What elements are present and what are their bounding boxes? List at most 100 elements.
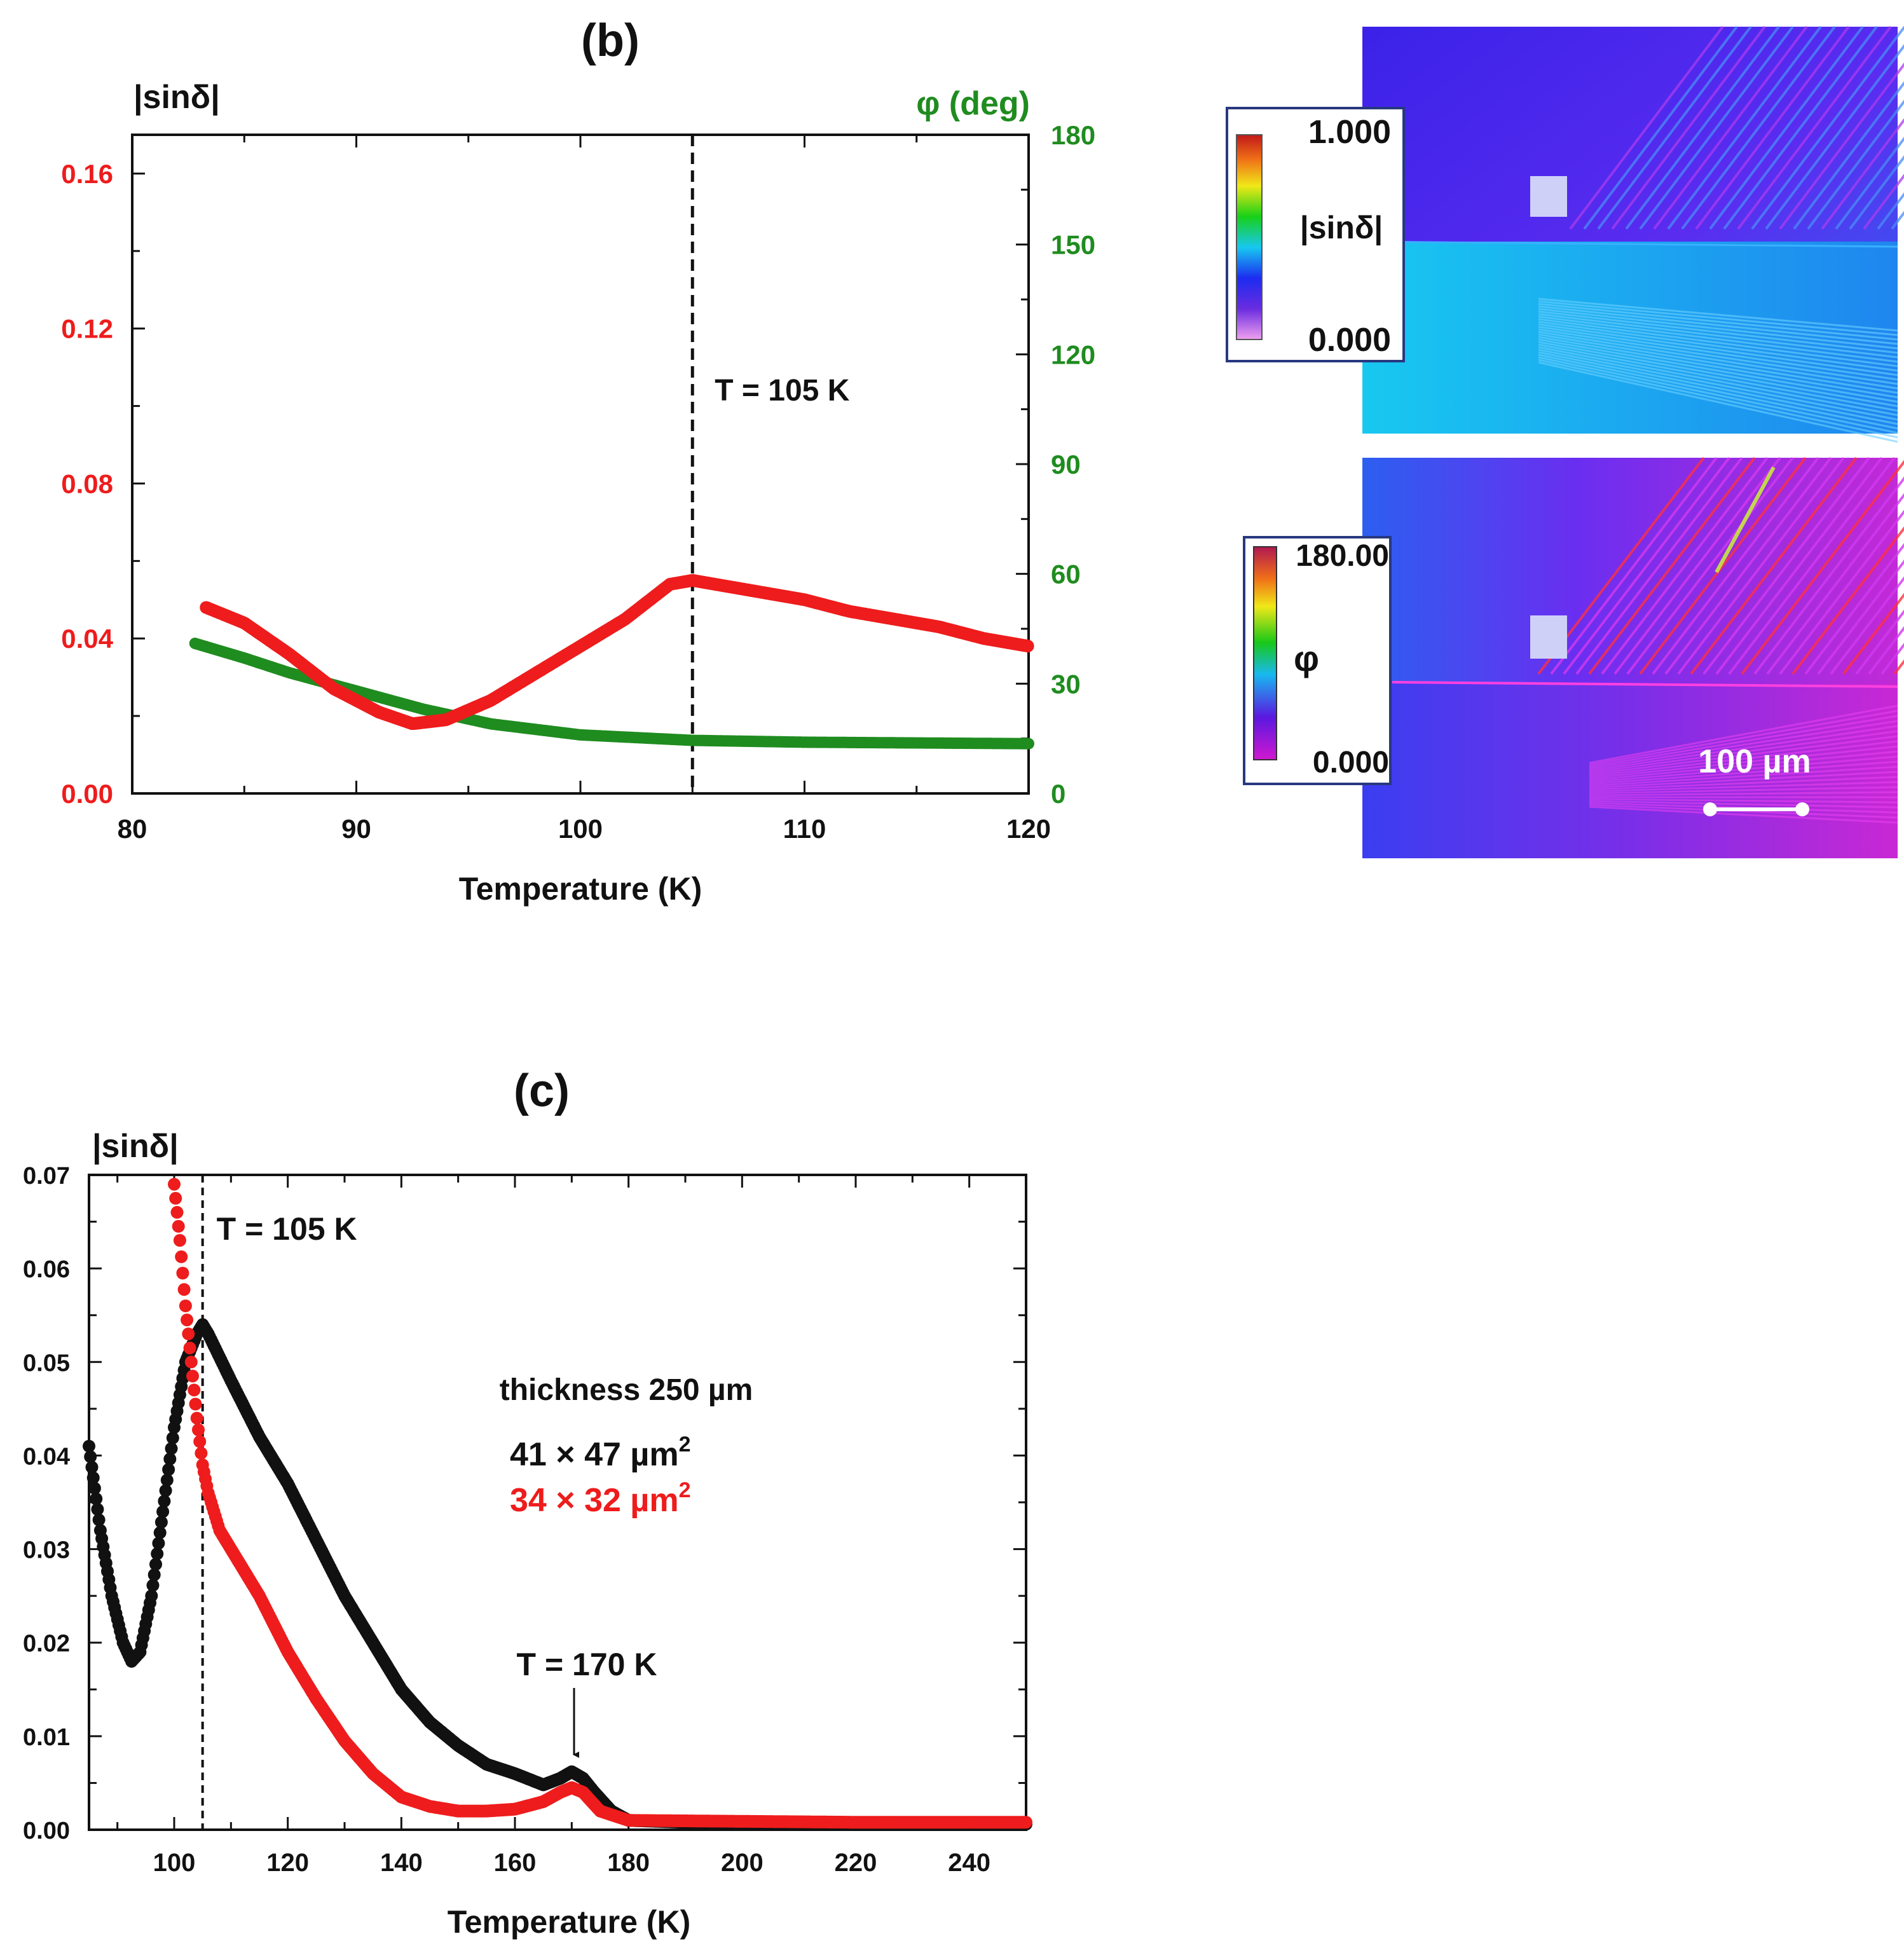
panel-c-red-point (189, 1397, 202, 1411)
panel-b-xtick-label: 110 (783, 814, 826, 844)
panel-c-ytick-label: 0.07 (23, 1163, 70, 1190)
sin-delta-map-stripes (1538, 25, 1904, 443)
sin-delta-map-stripe (1821, 118, 1904, 230)
panel-b-xtick-label: 100 (558, 814, 603, 844)
sin-delta-map-stripe (1709, 25, 1864, 230)
panel-c-xtick-label: 200 (721, 1849, 764, 1877)
sin-delta-map-roi-square (1530, 176, 1567, 217)
sin-delta-map-stripe (1667, 25, 1822, 230)
sin-delta-map-stripe (1538, 303, 1898, 341)
sin-delta-colorbar (1236, 134, 1263, 340)
sin-delta-map-stripe (1807, 99, 1904, 230)
sin-delta-map-stripe (1538, 361, 1898, 443)
phi-map-stripe (1779, 509, 1904, 675)
phi-map-stripe (1626, 456, 1794, 675)
panel-c-black-point (165, 1442, 178, 1455)
phi-map-stripe (1728, 456, 1896, 675)
panel-c-red-point (192, 1423, 205, 1436)
panel-c-black-point (152, 1537, 165, 1550)
sin-delta-map-stripe (1538, 348, 1898, 421)
phi-map-stripe (1804, 543, 1904, 675)
sin-delta-map-stripe (1653, 25, 1808, 230)
panel-c-legend-red-sup: 2 (679, 1478, 691, 1502)
phi-map-stripe (1589, 715, 1898, 768)
sin-delta-map-stripe (1538, 328, 1898, 385)
sin-delta-map-stripe (1611, 25, 1766, 230)
panel-b-ytick-right-label: 150 (1051, 230, 1095, 260)
panel-c-black-point (151, 1547, 164, 1560)
panel-c-black-point (156, 1505, 170, 1518)
panel-b-phi-point (1023, 737, 1034, 750)
panel-c-red-point (176, 1266, 189, 1280)
sin-delta-map-stripe (1863, 174, 1904, 230)
phi-map-stripe (1550, 456, 1718, 675)
sin-delta-map-stripe (1538, 308, 1898, 350)
phi-colorbar-min: 0.000 (1313, 746, 1389, 779)
phi-colorbar-label: φ (1294, 638, 1319, 678)
sin-delta-map-stripe (1538, 310, 1898, 354)
phi-map-stripe (1766, 493, 1904, 675)
sin-delta-map-stripe (1538, 323, 1898, 376)
panel-c-ytick-label: 0.01 (23, 1724, 70, 1751)
sin-delta-map-stripe (1737, 25, 1892, 230)
sin-delta-map-stripe (1538, 326, 1898, 381)
panel-b-label: (b) (581, 15, 640, 66)
panel-b-xlabel: Temperature (K) (459, 871, 702, 907)
scale-bar-right-end (1795, 802, 1809, 816)
panel-c-ytick-label: 0.02 (23, 1631, 70, 1657)
panel-b-ytick-right-label: 120 (1051, 340, 1095, 369)
phi-map-stripe (1791, 526, 1904, 675)
phi-map-stripes (1537, 456, 1904, 824)
panel-c-label: (c) (514, 1066, 570, 1116)
panel-c-ytick-label: 0.05 (23, 1350, 70, 1376)
panel-c-red-point (172, 1219, 185, 1233)
panel-b-ytick-left-label: 0.12 (61, 314, 113, 344)
panel-c-black-point (162, 1463, 175, 1476)
panel-c-black-point (159, 1484, 172, 1497)
sin-delta-map-stripe (1538, 313, 1898, 359)
panel-b-vline-label: T = 105 K (715, 374, 849, 408)
panel-c-xtick-label: 240 (948, 1849, 990, 1877)
panel-c-black-point (153, 1526, 167, 1539)
sin-delta-map-stripe (1779, 62, 1904, 230)
panel-b-ytick-right-label: 90 (1051, 449, 1081, 479)
phi-map: 180.00 φ 0.000 100 µm (1243, 456, 1904, 858)
sin-delta-map: 1.000 |sinδ| 0.000 (1226, 25, 1904, 443)
sin-delta-map-stripe (1597, 25, 1752, 230)
sin-delta-map-stripe (1538, 343, 1898, 412)
panel-c-series (83, 1177, 1032, 1831)
panel-c-black-point (88, 1481, 101, 1495)
sin-delta-colorbar-max: 1.000 (1308, 114, 1391, 151)
sin-delta-colorbar-label: |sinδ| (1300, 210, 1383, 246)
panel-c-xtick-label: 180 (607, 1849, 650, 1877)
panel-c-red-point (168, 1177, 181, 1191)
panel-c-red-point (181, 1313, 194, 1327)
sin-delta-map-stripe (1538, 298, 1898, 332)
phi-map-stripe (1702, 456, 1870, 675)
panel-c-black-point (86, 1471, 100, 1485)
phi-map-stripe (1589, 765, 1898, 787)
panel-b-series (189, 573, 1034, 750)
panel-b-xtick-label: 80 (118, 814, 147, 844)
panel-c-black-point (92, 1513, 106, 1526)
sin-delta-map-stripe (1538, 305, 1898, 345)
panel-c-ytick-label: 0.06 (23, 1256, 70, 1283)
panel-c-black-point (147, 1568, 161, 1581)
sin-delta-map-stripe (1538, 346, 1898, 416)
panel-b-ytick-left-label: 0.00 (61, 779, 113, 809)
panel-c-red-point (170, 1205, 184, 1219)
panel-c-xlabel: Temperature (K) (448, 1904, 690, 1940)
phi-map-stripe (1589, 776, 1898, 791)
panel-c-legend-black-text: 41 × 47 µm (510, 1436, 679, 1473)
phi-map-stripe (1563, 456, 1730, 675)
sin-delta-map-stripe (1538, 300, 1898, 336)
sin-delta-colorbar-min: 0.000 (1308, 322, 1391, 359)
panel-c-ylabel: |sinδ| (92, 1128, 179, 1165)
sin-delta-map-stripe (1681, 25, 1836, 230)
panel-c-black-point (160, 1474, 174, 1487)
sin-delta-map-stripe (1793, 81, 1904, 230)
panel-c-red-point (1020, 1816, 1032, 1829)
panel-c-xtick-label: 220 (835, 1849, 877, 1877)
panel-b-ytick-left-label: 0.04 (61, 624, 113, 654)
panel-c-red-point (188, 1383, 201, 1397)
